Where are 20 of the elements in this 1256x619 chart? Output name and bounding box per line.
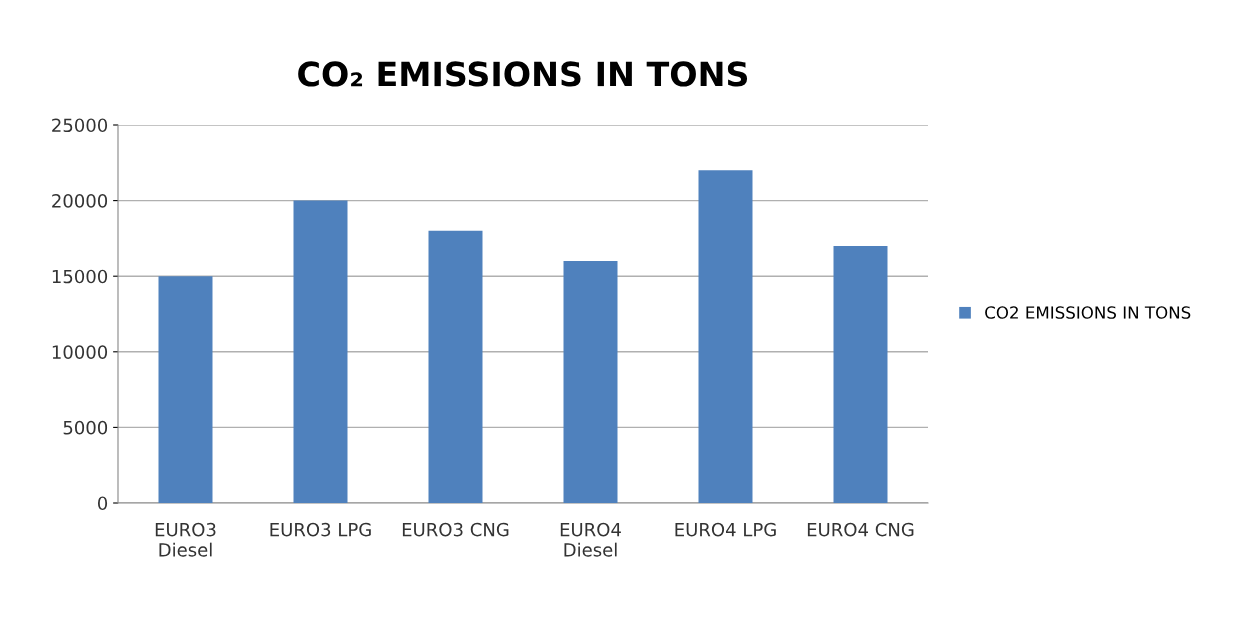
y-tick-label: 20000 [52, 194, 108, 208]
y-tick-label: 5000 [63, 420, 108, 435]
bar [428, 230, 483, 503]
x-tick-label: EURO3 LPG [270, 522, 371, 537]
chart-title: CO₂ EMISSIONS IN TONS [298, 61, 748, 87]
x-tick-label: EURO4 LPG [675, 522, 776, 537]
bar [293, 200, 348, 503]
y-tick-label: 15000 [52, 269, 108, 284]
y-tick-label: 25000 [52, 118, 108, 133]
x-tick-label: EURO4 CNG [807, 522, 914, 537]
x-tick-label: EURO4 Diesel [560, 522, 621, 557]
bar [563, 261, 618, 503]
bar [158, 276, 213, 503]
bar [698, 170, 753, 503]
x-tick-label: EURO3 Diesel [155, 522, 216, 557]
x-tick-label: EURO3 CNG [402, 522, 509, 537]
bar [833, 245, 888, 503]
y-tick-label: 0 [97, 496, 108, 511]
y-tick-label: 10000 [52, 345, 108, 359]
legend-label: CO2 EMISSIONS IN TONS [985, 306, 1191, 319]
